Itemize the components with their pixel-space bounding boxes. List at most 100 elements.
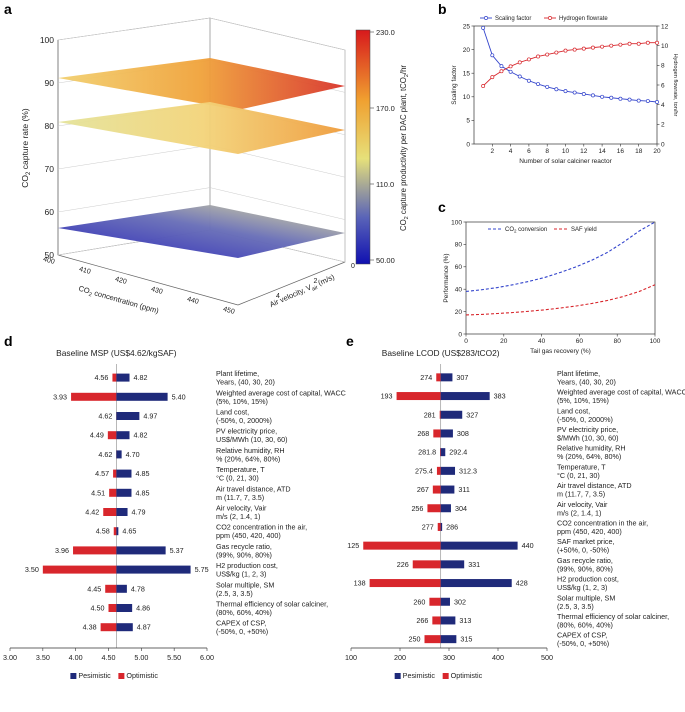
data-point-hydrogen-flowrate: [554, 50, 559, 55]
surface-plane-80: [58, 102, 345, 154]
x-tick-label: 8: [545, 148, 549, 155]
parameter-label: Weighted average cost of capital, WACC: [216, 388, 346, 397]
value-label-pesimistic: 440: [522, 541, 534, 550]
x-tick-label: 400: [492, 653, 504, 662]
data-point-hydrogen-flowrate: [545, 52, 550, 57]
data-point-scaling-factor: [618, 96, 623, 101]
bar-pesimistic: [440, 597, 450, 606]
x-axis-label-a: CO2 concentration (ppm): [77, 284, 160, 318]
value-label-pesimistic: 4.65: [122, 527, 136, 536]
colorbar: [355, 29, 371, 265]
parameter-label: Plant lifetime,: [216, 369, 259, 378]
data-point-hydrogen-flowrate: [481, 84, 486, 88]
data-point-hydrogen-flowrate: [490, 75, 495, 80]
x-tick-label: 100: [345, 653, 357, 662]
data-point-hydrogen-flowrate: [499, 69, 504, 74]
parameter-range: US$/kg (1, 2, 3): [557, 583, 607, 592]
legend-label-scaling: Scaling factor: [495, 16, 531, 22]
x-tick-label: 18: [635, 148, 643, 155]
data-point-scaling-factor: [517, 74, 522, 79]
y-tick-label: 20: [463, 47, 471, 54]
parameter-label: CAPEX of CSP,: [216, 619, 266, 628]
surface-plane-50: [58, 205, 345, 258]
bar-pesimistic: [440, 616, 456, 625]
bar-pesimistic: [440, 485, 455, 494]
data-point-scaling-factor: [536, 82, 541, 87]
value-label-pesimistic: 5.75: [195, 565, 209, 574]
data-point-scaling-factor: [499, 64, 504, 69]
z-tick-label: 100: [40, 35, 54, 45]
parameter-label: PV electricity price,: [216, 427, 277, 436]
parameter-range: m/s (2, 1.4, 1): [557, 508, 601, 517]
x-tick-label: 12: [580, 148, 588, 155]
data-point-scaling-factor: [563, 89, 568, 94]
parameter-label: Thermal efficiency of solar calciner,: [216, 600, 328, 609]
data-point-hydrogen-flowrate: [508, 64, 513, 69]
value-label-optimistic: 268: [417, 429, 429, 438]
data-point-scaling-factor: [481, 25, 486, 30]
legend-swatch-optimistic: [118, 673, 125, 679]
legend-label-optimistic: Optimistic: [451, 671, 483, 680]
bar-pesimistic: [116, 469, 132, 478]
parameter-range: (-50%, 0, 2000%): [216, 416, 272, 425]
colorbar-label: CO2 capture productivity per DAC plant, …: [399, 65, 410, 231]
bar-optimistic: [363, 541, 441, 550]
bar-optimistic: [439, 410, 441, 419]
series-line-hydrogen-flowrate: [482, 42, 657, 87]
x-tick-label: 16: [617, 148, 625, 155]
wall-gridline: [57, 144, 346, 178]
value-label-pesimistic: 428: [516, 579, 528, 588]
x-axis-label: Tail gas recovery (%): [530, 348, 591, 355]
value-label-pesimistic: 5.40: [172, 392, 186, 401]
parameter-label: Air travel distance, ATD: [216, 484, 291, 493]
value-label-pesimistic: 313: [459, 616, 471, 625]
bar-optimistic: [437, 522, 441, 531]
data-point-hydrogen-flowrate: [609, 43, 614, 48]
x-tick-label: 5.50: [167, 653, 181, 662]
legend-label-hydrogen: Hydrogen flowrate: [559, 16, 608, 22]
bar-pesimistic: [116, 392, 168, 401]
x-tick-label: 200: [394, 653, 406, 662]
value-label-optimistic: 260: [413, 597, 425, 606]
bar-optimistic: [107, 431, 117, 440]
data-point-hydrogen-flowrate: [645, 40, 650, 45]
panel-label-c: c: [438, 199, 446, 215]
bar-optimistic: [113, 527, 117, 536]
value-label-pesimistic: 4.86: [136, 604, 150, 613]
bar-pesimistic: [440, 579, 512, 588]
y-tick-label: 15: [463, 71, 471, 78]
bar-pesimistic: [440, 429, 453, 438]
value-label-pesimistic: 312.3: [459, 466, 477, 475]
legend-label-optimistic: Optimistic: [126, 671, 158, 680]
x-tick-label: 2: [490, 148, 494, 155]
bar-optimistic: [100, 623, 117, 632]
x-tick-label: 0: [464, 338, 468, 345]
value-label-optimistic: 138: [354, 579, 366, 588]
bar-pesimistic: [116, 546, 166, 555]
value-label-optimistic: 281.8: [418, 448, 436, 457]
x-tick-labels-a: 450 440 430 420 410 400: [42, 256, 235, 316]
x-tick-label-a: 410: [78, 266, 91, 276]
x-tick-label: 4.50: [102, 653, 116, 662]
legend-swatch-pesimistic: [70, 673, 77, 679]
value-label-optimistic: 281: [424, 410, 436, 419]
bar-optimistic: [432, 485, 441, 494]
x-tick-label: 100: [650, 338, 661, 345]
data-point-hydrogen-flowrate: [636, 41, 641, 46]
parameter-label: CO2 concentration in the air,: [216, 523, 307, 532]
x-tick-label: 10: [562, 148, 570, 155]
legend-label-pesimistic: Pesimistic: [78, 671, 111, 680]
value-label-optimistic: 3.96: [55, 546, 69, 555]
value-label-optimistic: 4.56: [94, 373, 108, 382]
y-tick-label: 40: [455, 287, 463, 294]
data-point-scaling-factor: [655, 100, 659, 104]
data-point-hydrogen-flowrate: [655, 40, 659, 45]
panel-label-b: b: [438, 1, 447, 17]
legend-label-saf: SAF yield: [571, 227, 597, 233]
parameter-range: m/s (2, 1.4, 1): [216, 512, 260, 521]
value-label-pesimistic: 4.82: [134, 373, 148, 382]
parameter-label: Relative humidity, RH: [216, 446, 285, 455]
